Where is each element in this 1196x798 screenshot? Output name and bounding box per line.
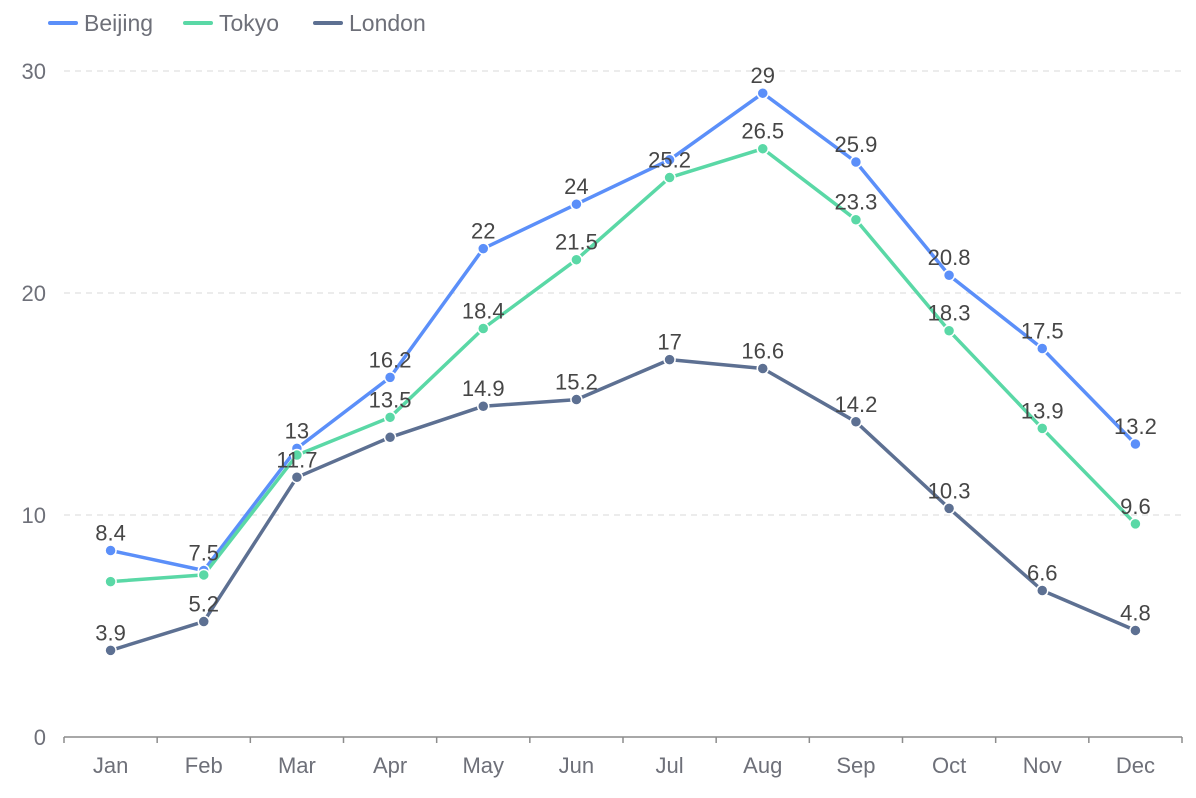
data-point-tokyo-sep[interactable] xyxy=(849,213,863,226)
legend-label: London xyxy=(349,10,426,36)
x-tick-label-aug: Aug xyxy=(743,753,782,778)
data-point-london-nov[interactable] xyxy=(1036,584,1049,597)
data-label-tokyo-nov: 13.9 xyxy=(1021,398,1064,423)
data-label-tokyo-apr: 13.5 xyxy=(369,387,412,412)
y-tick-label: 30 xyxy=(22,59,46,84)
series-lines xyxy=(108,91,1138,653)
x-tick-label-nov: Nov xyxy=(1023,753,1062,778)
data-point-london-jun[interactable] xyxy=(570,393,583,406)
data-labels: 8.4 7.5 13 16.2 22 24 29 25.9 20.8 17.5 13.2 13.5 18… xyxy=(95,63,1157,645)
series-line-london xyxy=(108,357,1138,653)
data-point-beijing-aug[interactable] xyxy=(756,86,769,100)
data-label-tokyo-may: 18.4 xyxy=(462,299,505,324)
data-point-beijing-oct[interactable] xyxy=(942,268,956,282)
data-label-london-oct: 10.3 xyxy=(928,478,971,503)
data-label-beijing-sep: 25.9 xyxy=(835,132,878,157)
data-point-beijing-may[interactable] xyxy=(477,242,490,255)
series-points xyxy=(104,86,1142,657)
data-point-tokyo-feb[interactable] xyxy=(197,568,210,582)
data-label-london-nov: 6.6 xyxy=(1027,560,1058,585)
x-tick-label-apr: Apr xyxy=(373,753,407,778)
data-point-london-dec[interactable] xyxy=(1129,624,1142,637)
data-point-beijing-sep[interactable] xyxy=(849,155,863,169)
data-label-beijing-feb: 7.5 xyxy=(188,541,219,566)
data-label-london-jan: 3.9 xyxy=(95,620,126,645)
data-label-tokyo-jul: 25.2 xyxy=(648,148,691,173)
data-point-london-oct[interactable] xyxy=(942,502,956,515)
data-point-london-aug[interactable] xyxy=(756,362,769,375)
y-axis: 0 10 20 30 xyxy=(22,59,46,750)
data-point-tokyo-aug[interactable] xyxy=(756,142,769,155)
x-tick-label-jul: Jul xyxy=(656,753,684,778)
data-label-tokyo-jun: 21.5 xyxy=(555,230,598,255)
data-point-tokyo-jan[interactable] xyxy=(104,575,117,588)
grid-lines xyxy=(64,70,1182,516)
data-label-london-sep: 14.2 xyxy=(835,392,878,417)
data-point-london-jul[interactable] xyxy=(663,353,676,366)
data-label-beijing-may: 22 xyxy=(471,219,495,244)
data-point-beijing-apr[interactable] xyxy=(383,371,397,384)
data-point-tokyo-mar[interactable] xyxy=(290,448,304,462)
x-tick-label-feb: Feb xyxy=(185,753,223,778)
data-label-beijing-nov: 17.5 xyxy=(1021,319,1064,344)
data-point-london-may[interactable] xyxy=(477,399,490,413)
data-point-tokyo-jun[interactable] xyxy=(570,253,583,266)
legend-item-london[interactable]: London xyxy=(313,10,426,36)
data-point-beijing-jan[interactable] xyxy=(104,544,117,557)
data-label-beijing-oct: 20.8 xyxy=(928,245,971,270)
data-label-london-jul: 17 xyxy=(657,330,681,355)
data-point-london-apr[interactable] xyxy=(383,431,397,444)
data-label-beijing-apr: 16.2 xyxy=(369,347,412,372)
x-tick-label-oct: Oct xyxy=(932,753,966,778)
legend-label: Beijing xyxy=(84,10,153,36)
y-tick-label: 10 xyxy=(22,503,46,528)
x-tick-label-jan: Jan xyxy=(93,753,128,778)
legend-item-beijing[interactable]: Beijing xyxy=(48,10,153,36)
data-point-tokyo-nov[interactable] xyxy=(1036,422,1049,435)
series-line-beijing xyxy=(108,91,1138,573)
data-point-beijing-nov[interactable] xyxy=(1036,342,1049,355)
data-label-london-dec: 4.8 xyxy=(1120,600,1151,625)
y-tick-label: 20 xyxy=(22,281,46,306)
x-tick-label-sep: Sep xyxy=(836,753,875,778)
data-label-london-mar: 11.7 xyxy=(276,447,317,472)
y-tick-label: 0 xyxy=(34,725,46,750)
data-label-tokyo-oct: 18.3 xyxy=(928,301,971,326)
data-point-london-mar[interactable] xyxy=(290,471,304,484)
data-point-beijing-dec[interactable] xyxy=(1129,437,1142,451)
data-point-beijing-jul[interactable] xyxy=(663,153,676,167)
data-point-beijing-jun[interactable] xyxy=(570,197,583,211)
data-point-tokyo-oct[interactable] xyxy=(942,324,956,337)
legend-item-tokyo[interactable]: Tokyo xyxy=(183,10,279,36)
data-point-london-jan[interactable] xyxy=(104,644,117,657)
x-tick-label-mar: Mar xyxy=(278,753,316,778)
x-tick-label-jun: Jun xyxy=(559,753,594,778)
data-label-tokyo-dec: 9.6 xyxy=(1120,494,1151,519)
data-label-beijing-dec: 13.2 xyxy=(1114,414,1157,439)
data-label-beijing-jan: 8.4 xyxy=(95,521,126,546)
x-axis: Jan Feb Mar Apr May Jun Jul Aug Sep Oct Nov Dec xyxy=(63,736,1183,778)
data-label-tokyo-sep: 23.3 xyxy=(835,190,878,215)
data-point-london-feb[interactable] xyxy=(197,615,210,628)
series-line-tokyo xyxy=(108,146,1138,584)
data-label-beijing-mar: 13 xyxy=(285,418,309,443)
legend: Beijing Tokyo London xyxy=(48,10,426,36)
data-label-london-may: 14.9 xyxy=(462,376,505,401)
data-point-tokyo-may[interactable] xyxy=(477,322,490,335)
data-label-tokyo-aug: 26.5 xyxy=(741,119,784,144)
data-label-london-jun: 15.2 xyxy=(555,370,598,395)
data-label-london-aug: 16.6 xyxy=(741,338,784,363)
data-point-london-sep[interactable] xyxy=(849,415,863,429)
data-point-tokyo-apr[interactable] xyxy=(383,411,397,424)
data-point-tokyo-jul[interactable] xyxy=(663,171,676,184)
data-label-beijing-jun: 24 xyxy=(564,174,588,199)
data-label-london-feb: 5.2 xyxy=(188,592,219,617)
x-tick-label-dec: Dec xyxy=(1116,753,1155,778)
data-label-beijing-aug: 29 xyxy=(751,63,775,88)
data-point-tokyo-dec[interactable] xyxy=(1129,517,1142,531)
legend-label: Tokyo xyxy=(219,10,279,36)
x-tick-label-may: May xyxy=(462,753,504,778)
